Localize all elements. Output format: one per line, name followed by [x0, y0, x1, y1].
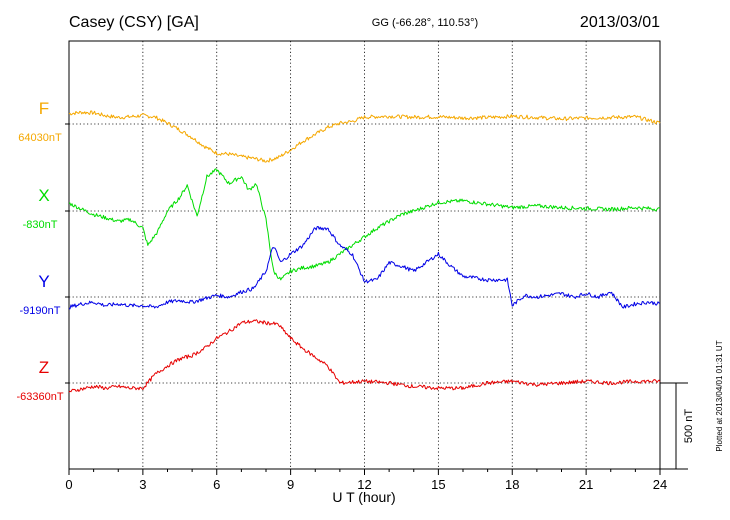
- plotted-at-note: Plotted at 2013/04/01 01:31 UT: [715, 340, 724, 451]
- x-tick-label: 3: [139, 477, 146, 492]
- x-tick-label: 21: [579, 477, 593, 492]
- baseline-value-y: -9190nT: [20, 305, 61, 317]
- scale-bar-label: 500 nT: [683, 409, 695, 444]
- series-line-y: [69, 226, 661, 310]
- station-title: Casey (CSY) [GA]: [69, 14, 199, 31]
- x-tick-label: 0: [65, 477, 72, 492]
- component-label-z: Z: [39, 358, 49, 377]
- baseline-value-f: 64030nT: [18, 132, 62, 144]
- date-label: 2013/03/01: [580, 14, 660, 31]
- series-line-z: [68, 319, 661, 393]
- series-line-x: [68, 168, 661, 281]
- x-tick-label: 24: [653, 477, 667, 492]
- x-tick-label: 12: [357, 477, 371, 492]
- baseline-value-x: -830nT: [23, 219, 58, 231]
- component-label-f: F: [39, 99, 49, 118]
- series-layer: [68, 110, 661, 393]
- series-line-f: [68, 110, 661, 163]
- x-tick-label: 15: [431, 477, 445, 492]
- coordinates-label: GG (-66.28°, 110.53°): [372, 17, 478, 29]
- baseline-value-z: -63360nT: [16, 391, 63, 403]
- x-tick-label: 6: [213, 477, 220, 492]
- x-tick-label: 18: [505, 477, 519, 492]
- scale-bar: 500 nT: [660, 382, 695, 470]
- grid-layer: [65, 41, 661, 475]
- x-axis-label: U T (hour): [332, 489, 395, 505]
- component-label-x: X: [38, 186, 49, 205]
- component-label-y: Y: [38, 272, 49, 291]
- label-layer: 0 3 6 9 12 15 18 21 24 F 64030nT X -830nT Y -9190nT Z -6…: [16, 99, 667, 492]
- x-tick-label: 9: [287, 477, 294, 492]
